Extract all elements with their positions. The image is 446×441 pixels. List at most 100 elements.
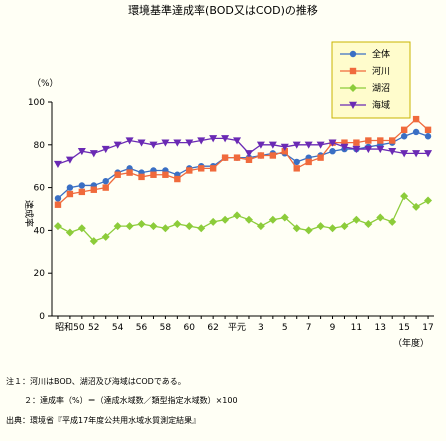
chart-title: 環境基準達成率(BOD又はCOD)の推移 (128, 4, 318, 17)
data-point (89, 237, 98, 246)
data-point (173, 139, 182, 147)
data-point (305, 158, 312, 166)
x-tick-label: 60 (184, 323, 196, 333)
data-point (149, 141, 158, 149)
data-point (328, 139, 337, 147)
data-point (101, 145, 110, 154)
data-point (329, 148, 336, 155)
x-tick-label: 52 (88, 323, 99, 333)
y-tick-label: 0 (39, 312, 45, 322)
legend-item: 海域 (340, 99, 390, 111)
source-note: 出典：環境省『平成17年度公共用水域水質測定結果』 (6, 416, 201, 425)
series-layer (53, 115, 433, 246)
data-point (400, 133, 408, 140)
data-point (54, 195, 62, 202)
y-ticks: 0 20 40 60 80 100 (28, 98, 52, 322)
x-tick-label: 13 (375, 323, 386, 333)
note-1: 注１：河川はBOD、湖沼及び海域はCODである。 (6, 377, 186, 386)
data-point (101, 232, 110, 241)
y-axis-unit: （%） (32, 78, 59, 89)
data-point (126, 169, 133, 176)
data-point (221, 154, 229, 161)
legend-item: 湖沼 (340, 83, 390, 94)
data-point (364, 219, 373, 228)
data-point (365, 137, 372, 144)
data-point (125, 137, 134, 145)
x-tick-label: 平元 (228, 322, 246, 333)
data-point (113, 222, 122, 231)
data-point (424, 126, 432, 134)
data-point (221, 215, 230, 224)
data-point (364, 145, 373, 154)
data-point (424, 150, 433, 158)
data-point (77, 148, 86, 156)
x-tick-label: 56 (136, 323, 148, 333)
legend-label: 全体 (372, 48, 390, 60)
legend-label: 河川 (372, 65, 390, 77)
data-point (268, 215, 277, 224)
series-line (57, 131, 429, 199)
data-point (78, 182, 86, 189)
data-point (125, 222, 134, 231)
data-point (352, 145, 361, 154)
data-point (412, 202, 421, 211)
data-point (161, 224, 170, 233)
x-tick-label: 11 (351, 323, 362, 333)
data-point (412, 115, 420, 123)
data-point (233, 137, 242, 145)
data-point (256, 141, 265, 149)
data-point (328, 224, 337, 233)
data-point (400, 126, 408, 134)
data-point (257, 152, 265, 159)
legend-label: 海域 (372, 99, 390, 111)
y-axis-label: 達成率 (23, 200, 35, 227)
legend-item: 全体 (340, 48, 390, 60)
note-2: ２：達成率（%）＝（達成水域数／類型指定水域数）×100 (24, 396, 238, 405)
x-tick-label: 7 (306, 323, 312, 333)
data-point (149, 222, 158, 231)
legend-label: 湖沼 (372, 83, 390, 94)
data-point (412, 128, 420, 136)
data-point (78, 188, 86, 196)
data-point (293, 165, 300, 172)
data-point (90, 186, 97, 193)
data-point (388, 217, 397, 226)
data-point (304, 141, 313, 149)
data-point (197, 224, 206, 233)
y-tick-label: 40 (34, 226, 46, 236)
data-point (400, 192, 409, 201)
x-tick-label: 5 (282, 323, 288, 333)
data-point (54, 201, 62, 208)
data-point (280, 143, 289, 151)
legend-marker (349, 67, 357, 75)
data-point (174, 175, 181, 183)
data-point (424, 196, 433, 205)
data-point (138, 173, 145, 181)
data-point (292, 224, 301, 233)
data-point (198, 165, 205, 172)
data-point (281, 148, 288, 155)
y-tick-label: 80 (34, 141, 46, 151)
data-point (353, 139, 360, 146)
data-point (376, 145, 385, 154)
data-point (186, 167, 193, 174)
x-tick-label: 3 (258, 323, 264, 333)
data-point (340, 143, 349, 151)
data-point (137, 139, 146, 147)
data-point (209, 135, 218, 143)
data-point (102, 177, 109, 185)
data-point (209, 217, 218, 226)
data-point (233, 154, 241, 161)
data-point (317, 154, 324, 161)
data-point (340, 222, 349, 231)
data-point (400, 150, 409, 158)
data-point (244, 150, 253, 158)
series-line (57, 195, 429, 242)
data-point (150, 171, 157, 178)
data-point (412, 150, 421, 158)
data-point (137, 219, 146, 228)
data-point (65, 156, 74, 164)
data-point (114, 171, 121, 178)
data-point (376, 213, 385, 222)
